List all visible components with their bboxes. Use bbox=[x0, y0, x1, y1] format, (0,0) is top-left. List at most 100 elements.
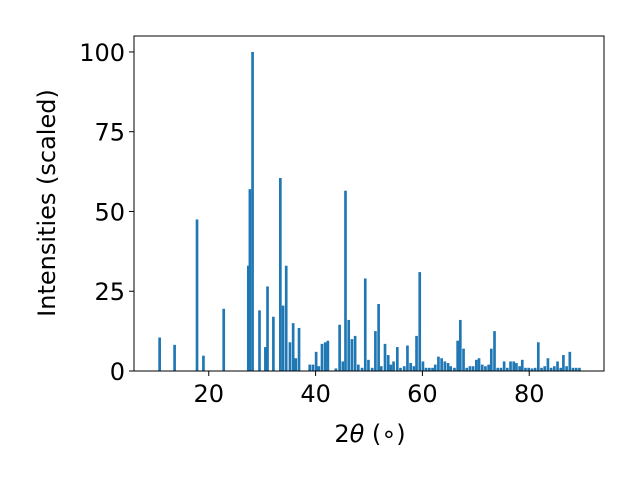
bar-5 bbox=[246, 265, 250, 371]
bar-102 bbox=[574, 367, 578, 371]
x-axis-label: 2θ (∘) bbox=[334, 420, 405, 448]
bar-62 bbox=[449, 366, 453, 371]
bar-50 bbox=[412, 366, 416, 371]
bar-100 bbox=[568, 351, 572, 371]
bar-1 bbox=[173, 344, 176, 371]
y-tick-label-0: 0 bbox=[110, 358, 125, 386]
bar-47 bbox=[402, 366, 406, 371]
bar-13 bbox=[281, 305, 285, 371]
bar-11 bbox=[272, 316, 275, 371]
bar-103 bbox=[578, 367, 581, 371]
bar-90 bbox=[536, 342, 540, 371]
bar-32 bbox=[353, 335, 357, 371]
bar-15 bbox=[288, 342, 292, 371]
bar-30 bbox=[347, 319, 351, 371]
bar-16 bbox=[291, 323, 295, 371]
bar-57 bbox=[433, 364, 437, 371]
bar-70 bbox=[475, 359, 478, 371]
bar-44 bbox=[392, 361, 395, 371]
y-axis-ticks: 0 25 50 75 100 bbox=[79, 39, 134, 386]
bar-76 bbox=[493, 331, 496, 371]
x-tick-label-2: 60 bbox=[407, 380, 438, 408]
bar-26 bbox=[334, 368, 338, 371]
bar-9 bbox=[264, 347, 267, 371]
bar-29 bbox=[344, 190, 347, 371]
y-axis-label: Intensities (scaled) bbox=[33, 89, 61, 317]
bar-82 bbox=[512, 361, 516, 371]
bar-56 bbox=[431, 367, 434, 371]
bar-78 bbox=[499, 367, 503, 371]
bar-72 bbox=[480, 364, 484, 371]
x-axis-label-prefix: 2 bbox=[334, 420, 349, 448]
bar-97 bbox=[559, 367, 563, 371]
bar-35 bbox=[363, 278, 367, 371]
bar-83 bbox=[515, 363, 518, 371]
x-tick-label-3: 80 bbox=[514, 380, 545, 408]
bar-8 bbox=[258, 310, 261, 371]
bar-67 bbox=[465, 367, 469, 371]
bar-39 bbox=[377, 304, 380, 371]
bar-17 bbox=[294, 358, 298, 371]
bar-68 bbox=[468, 366, 472, 371]
bar-96 bbox=[556, 361, 559, 371]
bar-2 bbox=[195, 219, 199, 371]
bar-31 bbox=[350, 339, 354, 371]
bar-63 bbox=[453, 367, 456, 371]
bar-27 bbox=[338, 324, 341, 371]
bar-0 bbox=[158, 337, 161, 371]
bar-41 bbox=[383, 343, 387, 371]
bar-36 bbox=[367, 359, 370, 371]
bar-84 bbox=[518, 366, 521, 371]
bar-87 bbox=[527, 367, 531, 371]
bar-43 bbox=[389, 364, 393, 371]
bar-89 bbox=[533, 367, 537, 371]
y-tick-label-3: 75 bbox=[94, 119, 125, 147]
bar-22 bbox=[317, 366, 321, 371]
bar-71 bbox=[477, 358, 481, 371]
bar-91 bbox=[540, 367, 543, 371]
bar-49 bbox=[409, 363, 412, 371]
bars-group bbox=[158, 51, 581, 371]
bar-61 bbox=[446, 363, 450, 371]
bar-77 bbox=[496, 367, 500, 371]
bar-46 bbox=[399, 367, 402, 371]
bar-81 bbox=[509, 361, 512, 371]
x-axis-ticks: 20 40 60 80 bbox=[193, 371, 545, 408]
bar-25 bbox=[326, 340, 330, 371]
bar-42 bbox=[386, 355, 390, 371]
x-axis-label-symbol: θ bbox=[350, 420, 365, 448]
bar-99 bbox=[565, 366, 568, 371]
bar-75 bbox=[489, 348, 493, 371]
bar-40 bbox=[379, 366, 383, 371]
bar-51 bbox=[415, 335, 418, 371]
bar-14 bbox=[284, 265, 288, 371]
bar-10 bbox=[266, 286, 269, 371]
bar-64 bbox=[456, 340, 459, 371]
bar-59 bbox=[440, 358, 443, 371]
bar-23 bbox=[320, 343, 324, 371]
bar-33 bbox=[356, 364, 360, 371]
bar-37 bbox=[370, 367, 374, 371]
x-axis-label-suffix: (∘) bbox=[364, 420, 405, 448]
bar-21 bbox=[314, 351, 318, 371]
bar-24 bbox=[323, 342, 327, 371]
x-tick-label-1: 40 bbox=[300, 380, 331, 408]
bar-48 bbox=[406, 345, 409, 371]
x-tick-label-0: 20 bbox=[193, 380, 224, 408]
bar-80 bbox=[505, 367, 509, 371]
bar-20 bbox=[311, 364, 315, 371]
bar-93 bbox=[546, 358, 550, 371]
bar-88 bbox=[530, 368, 534, 371]
bar-19 bbox=[308, 364, 312, 371]
bar-65 bbox=[458, 319, 462, 371]
bar-92 bbox=[543, 366, 547, 371]
bar-86 bbox=[524, 367, 527, 371]
y-tick-label-1: 25 bbox=[94, 278, 125, 306]
bar-60 bbox=[443, 361, 447, 371]
bar-73 bbox=[484, 366, 487, 371]
bar-45 bbox=[395, 347, 399, 371]
bar-101 bbox=[571, 367, 575, 371]
bar-6 bbox=[248, 189, 252, 371]
bar-98 bbox=[562, 355, 565, 371]
